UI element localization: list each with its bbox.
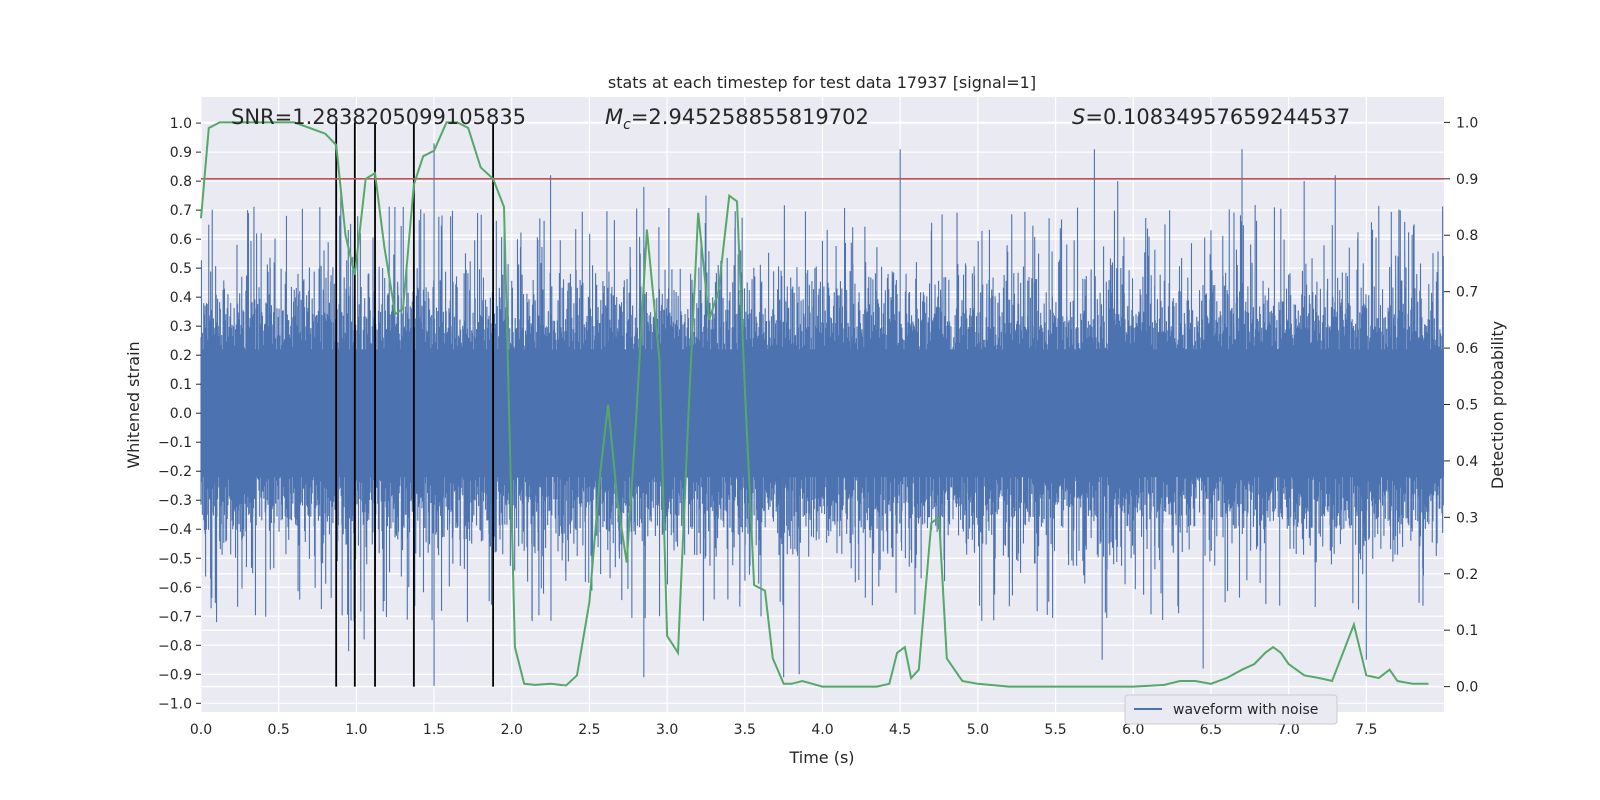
right-axis-ticks: 1.0 0.9 0.8 0.7 0.6 0.5 0.4 0.3 0.2 0.1 0.0 — [1444, 115, 1478, 696]
x-axis-label: Time (s) — [788, 748, 854, 767]
y-tick-label: 0.9 — [170, 145, 192, 161]
x-tick-label: 6.5 — [1200, 722, 1222, 738]
legend: waveform with noise — [1124, 694, 1338, 725]
vertical-markers — [335, 122, 495, 687]
y-tick-label: −0.2 — [158, 464, 192, 480]
right-tick-label: 0.1 — [1456, 623, 1478, 639]
x-tick-label: 4.0 — [811, 722, 833, 738]
x-tick-label: 2.5 — [578, 722, 600, 738]
y-tick-label: −0.1 — [158, 435, 192, 451]
legend-box — [1124, 694, 1338, 725]
right-tick-label: 0.6 — [1456, 341, 1478, 357]
x-tick-label: 0.5 — [268, 722, 290, 738]
x-tick-label: 3.0 — [656, 722, 678, 738]
waveform-trace — [200, 123, 1444, 686]
right-tick-label: 0.8 — [1456, 228, 1478, 244]
y-tick-label: −0.9 — [158, 667, 192, 683]
x-tick-label: 1.5 — [423, 722, 445, 738]
x-tick-label: 2.0 — [501, 722, 523, 738]
y-tick-label: −0.3 — [158, 493, 192, 509]
y-tick-label: 0.5 — [170, 261, 192, 277]
right-tick-label: 0.7 — [1456, 285, 1478, 301]
y-tick-label: 0.7 — [170, 203, 192, 219]
probability-line — [200, 121, 1429, 688]
x-tick-label: 6.0 — [1122, 722, 1144, 738]
legend-entry-waveform: waveform with noise — [1173, 702, 1318, 718]
y-tick-label: −1.0 — [158, 696, 192, 712]
chart-title: stats at each timestep for test data 179… — [608, 73, 1036, 92]
y-tick-label: 0.4 — [170, 290, 192, 306]
x-tick-label: 4.5 — [889, 722, 911, 738]
y-tick-label: 0.1 — [170, 377, 192, 393]
right-tick-label: 0.3 — [1456, 510, 1478, 526]
right-tick-label: 0.2 — [1456, 567, 1478, 583]
right-tick-label: 0.4 — [1456, 454, 1478, 470]
y-tick-label: 0.2 — [170, 348, 192, 364]
left-axis-label: Whitened strain — [124, 341, 143, 468]
y-tick-label: −0.5 — [158, 551, 192, 567]
y-tick-label: −0.4 — [158, 522, 192, 538]
x-tick-label: 0.0 — [190, 722, 212, 738]
y-tick-label: −0.8 — [158, 638, 192, 654]
x-tick-label: 7.0 — [1277, 722, 1299, 738]
snr-annotation: SNR=1.2838205099105835 — [231, 105, 526, 129]
y-tick-label: 0.3 — [170, 319, 192, 335]
x-tick-label: 7.5 — [1355, 722, 1377, 738]
chirp-mass-annotation: Mc=2.945258855819702 — [605, 105, 869, 133]
waveform-series — [200, 123, 1444, 686]
x-tick-label: 3.5 — [734, 722, 756, 738]
x-axis-ticks: 0.0 0.5 1.0 1.5 2.0 2.5 3.0 3.5 4.0 4.5 5.0 5.5 6.0 6… — [190, 722, 1378, 738]
y-tick-label: 0.6 — [170, 232, 192, 248]
right-tick-label: 0.0 — [1456, 680, 1478, 696]
y-tick-label: −0.6 — [158, 580, 192, 596]
right-tick-label: 1.0 — [1456, 115, 1478, 131]
y-tick-label: 0.8 — [170, 174, 192, 190]
left-axis-ticks: 1.0 0.9 0.8 0.7 0.6 0.5 0.4 0.3 0.2 0.1 0.0 −0.1 −0.… — [158, 116, 201, 712]
x-tick-label: 5.0 — [967, 722, 989, 738]
y-tick-label: 1.0 — [170, 116, 192, 132]
right-axis-label: Detection probability — [1488, 321, 1507, 489]
x-tick-label: 5.5 — [1044, 722, 1066, 738]
right-tick-label: 0.9 — [1456, 172, 1478, 188]
y-tick-label: −0.7 — [158, 609, 192, 625]
y-tick-label: 0.0 — [170, 406, 192, 422]
x-tick-label: 1.0 — [345, 722, 367, 738]
spin-annotation: S=0.10834957659244537 — [1072, 105, 1350, 129]
right-tick-label: 0.5 — [1456, 398, 1478, 414]
